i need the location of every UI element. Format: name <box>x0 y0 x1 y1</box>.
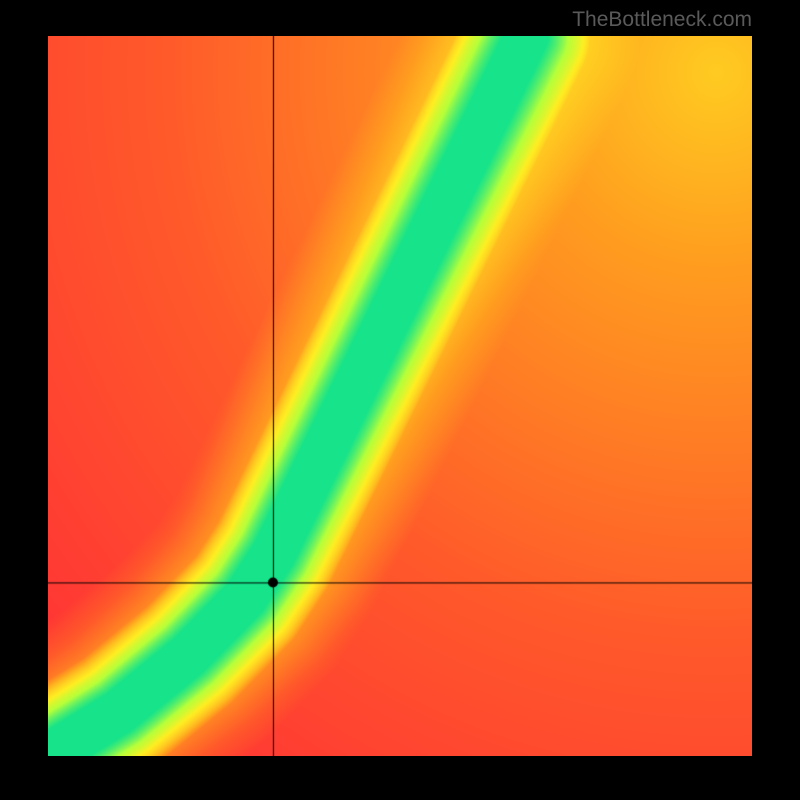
heatmap-plot <box>48 36 752 756</box>
heatmap-canvas <box>48 36 752 756</box>
watermark-text: TheBottleneck.com <box>572 8 752 32</box>
